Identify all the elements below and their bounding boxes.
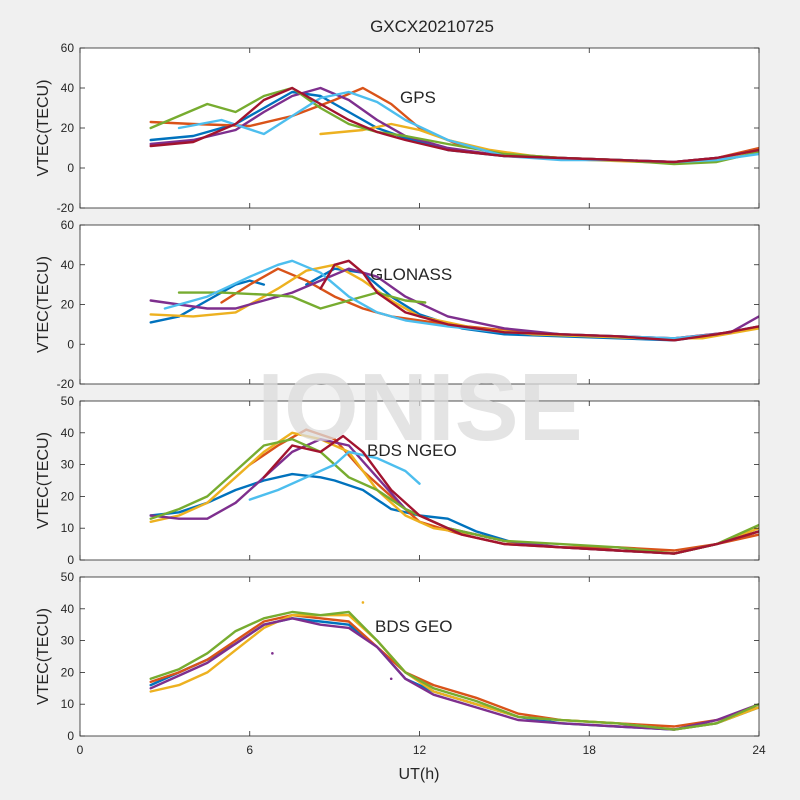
panel-label-bds-geo: BDS GEO [375,617,452,636]
y-tick-label: 20 [61,121,75,135]
y-tick-label: 20 [61,665,75,679]
y-tick-label: 10 [61,697,75,711]
series-line-8 [319,259,759,342]
watermark: IONISE [257,354,582,461]
y-tick-label: 40 [61,81,75,95]
series-line-5 [149,438,759,555]
panel-gps: -20 0 20 40 60 VTEC(TECU) GPS [35,41,760,215]
y-tick-label: -20 [57,377,75,391]
x-tick-label: 0 [77,743,84,757]
outlier-point-2 [361,601,365,604]
y-tick-label: 50 [61,394,75,408]
y-tick-label: 50 [61,570,75,584]
axes-area [80,401,759,560]
panel-label-glonass: GLONASS [370,265,452,284]
outlier-point-3 [389,677,393,681]
series-line-7 [262,434,759,555]
panel-label-bds-ngeo: BDS NGEO [367,441,457,460]
y-axis-label: VTEC(TECU) [35,80,52,177]
panel-bds-ngeo: 0 10 20 30 40 50 VTEC(TECU) BDS NGEO [35,394,760,567]
x-tick-label: 18 [583,743,597,757]
outlier-point-1 [271,652,274,655]
y-tick-label: -20 [57,201,75,215]
series-line-6 [177,291,427,310]
y-tick-label: 60 [61,41,75,55]
series-group [149,86,759,166]
x-tick-label: 24 [752,743,766,757]
x-axis-label: UT(h) [399,766,440,783]
y-axis-label: VTEC(TECU) [35,256,52,353]
series-line-6 [248,450,421,501]
panel-bds-geo: 0 10 20 30 40 50 0 6 12 18 24 VTEC(TECU) BDS GEO [35,570,766,757]
y-tick-label: 0 [67,337,74,351]
figure-title: GXCX20210725 [370,17,494,36]
panel-glonass: -20 0 20 40 60 VTEC(TECU) GLONASS [35,218,760,391]
y-tick-label: 40 [61,426,75,440]
y-tick-label: 0 [67,161,74,175]
y-tick-label: 30 [61,634,75,648]
y-axis-label: VTEC(TECU) [35,432,52,529]
series-line-7 [149,86,759,164]
series-group [149,601,759,731]
x-tick-label: 6 [246,743,253,757]
y-tick-label: 60 [61,218,75,232]
y-tick-label: 0 [67,553,74,567]
series-line-5 [149,610,759,731]
series-line-4 [149,617,759,731]
y-tick-label: 20 [61,298,75,312]
y-tick-label: 10 [61,521,75,535]
series-group [149,259,759,342]
y-tick-label: 30 [61,458,75,472]
y-tick-label: 40 [61,258,75,272]
y-axis-label: VTEC(TECU) [35,608,52,705]
x-tick-label: 12 [413,743,427,757]
axes-area [80,577,759,736]
y-tick-label: 20 [61,489,75,503]
panel-label-gps: GPS [400,88,436,107]
series-group [149,428,759,555]
y-tick-label: 0 [67,729,74,743]
y-tick-label: 40 [61,602,75,616]
